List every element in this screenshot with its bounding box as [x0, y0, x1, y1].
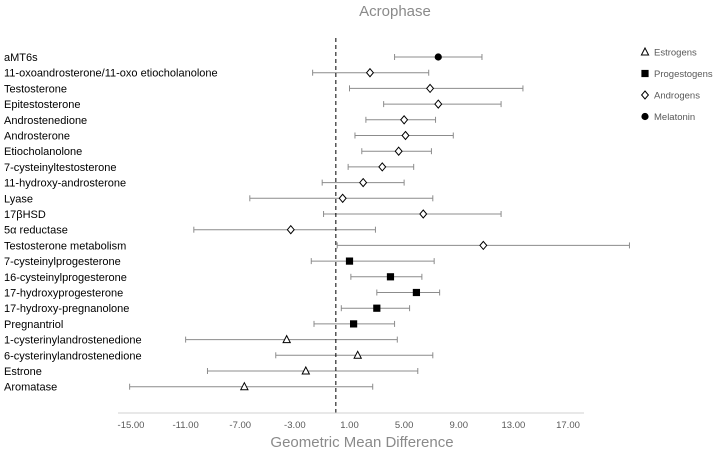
point-estimate — [359, 177, 368, 188]
point-estimate — [282, 334, 292, 344]
category-label: 5α reductase — [4, 225, 68, 237]
x-tick-label: 13.00 — [501, 420, 525, 431]
point-estimate — [426, 83, 435, 94]
point-estimate — [378, 162, 387, 172]
legend-marker — [640, 46, 650, 56]
point-estimate — [394, 146, 403, 156]
category-label: Androsterone — [4, 131, 70, 143]
point-estimate — [419, 209, 428, 219]
category-label: 17-hydroxy-pregnanolone — [4, 303, 129, 315]
x-axis-ticks: -15.00 -11.00 -7.00 -3.00 1.00 5.00 9.00 13.00 1… — [118, 420, 580, 431]
category-label: 16-cysteinylprogesterone — [4, 272, 127, 284]
x-tick-label: -15.00 — [118, 420, 145, 431]
point-estimate — [349, 320, 358, 328]
error-bars — [129, 54, 630, 390]
x-tick-label: -3.00 — [284, 420, 306, 431]
point-estimate — [286, 224, 295, 235]
x-tick-label: 1.00 — [340, 420, 359, 431]
category-label: Testosterone — [4, 83, 67, 95]
x-tick-label: -7.00 — [229, 420, 251, 431]
point-estimate — [434, 53, 442, 61]
point-estimate — [373, 304, 381, 312]
category-label: Epitestosterone — [4, 99, 80, 111]
category-label: 17-hydroxyprogesterone — [4, 288, 123, 300]
legend-marker — [641, 69, 649, 78]
category-label: Testosterone metabolism — [4, 240, 126, 252]
point-estimate — [400, 115, 409, 125]
category-label: 11-hydroxy-androsterone — [4, 178, 126, 190]
chart-title: Acrophase — [359, 3, 431, 20]
legend-entry: Melatonin — [654, 112, 695, 123]
legend-entry: Progestogens — [654, 69, 713, 80]
legend-entry: Androgens — [654, 91, 700, 102]
point-estimate — [401, 130, 410, 141]
point-estimate — [479, 240, 488, 251]
category-label: 6-cysterinylandrostenedione — [4, 350, 142, 362]
point-estimate — [345, 257, 354, 265]
category-label: Etiocholanolone — [4, 146, 82, 158]
category-label: Aromatase — [4, 382, 57, 394]
category-label: 7-cysteinyltestosterone — [4, 162, 117, 174]
point-estimate — [386, 273, 395, 281]
category-label: Estrone — [4, 366, 42, 378]
x-tick-label: 17.00 — [556, 420, 580, 431]
x-tick-label: 5.00 — [395, 420, 414, 431]
legend-marker — [641, 112, 649, 121]
point-estimate — [412, 288, 421, 297]
x-axis-label: Geometric Mean Difference — [270, 434, 453, 451]
category-label: aMT6s — [4, 52, 38, 64]
point-estimate — [353, 350, 363, 359]
point-estimates — [239, 53, 488, 391]
category-label: Lyase — [4, 193, 33, 205]
point-estimate — [338, 193, 347, 204]
point-estimate — [239, 381, 249, 391]
x-tick-label: 9.00 — [450, 420, 469, 431]
legend-marker — [640, 90, 650, 100]
category-label: 11-oxoandrosterone/11-oxo etiocholanolon… — [4, 68, 218, 80]
legend: Estrogens Progestogens Androgens Melatonin — [640, 46, 713, 123]
x-tick-label: -11.00 — [173, 420, 199, 431]
category-label: Pregnantriol — [4, 319, 63, 331]
category-labels: aMT6s 11-oxoandrosterone/11-oxo etiochola… — [4, 52, 218, 394]
point-estimate — [434, 99, 443, 109]
category-label: 17βHSD — [4, 209, 46, 221]
category-label: 7-cysteinylprogesterone — [4, 256, 121, 268]
point-estimate — [301, 365, 311, 375]
category-label: 1-cysterinylandrostenedione — [4, 335, 142, 347]
category-label: Androstenedione — [4, 115, 87, 127]
legend-entry: Estrogens — [654, 48, 697, 59]
point-estimate — [365, 67, 375, 78]
